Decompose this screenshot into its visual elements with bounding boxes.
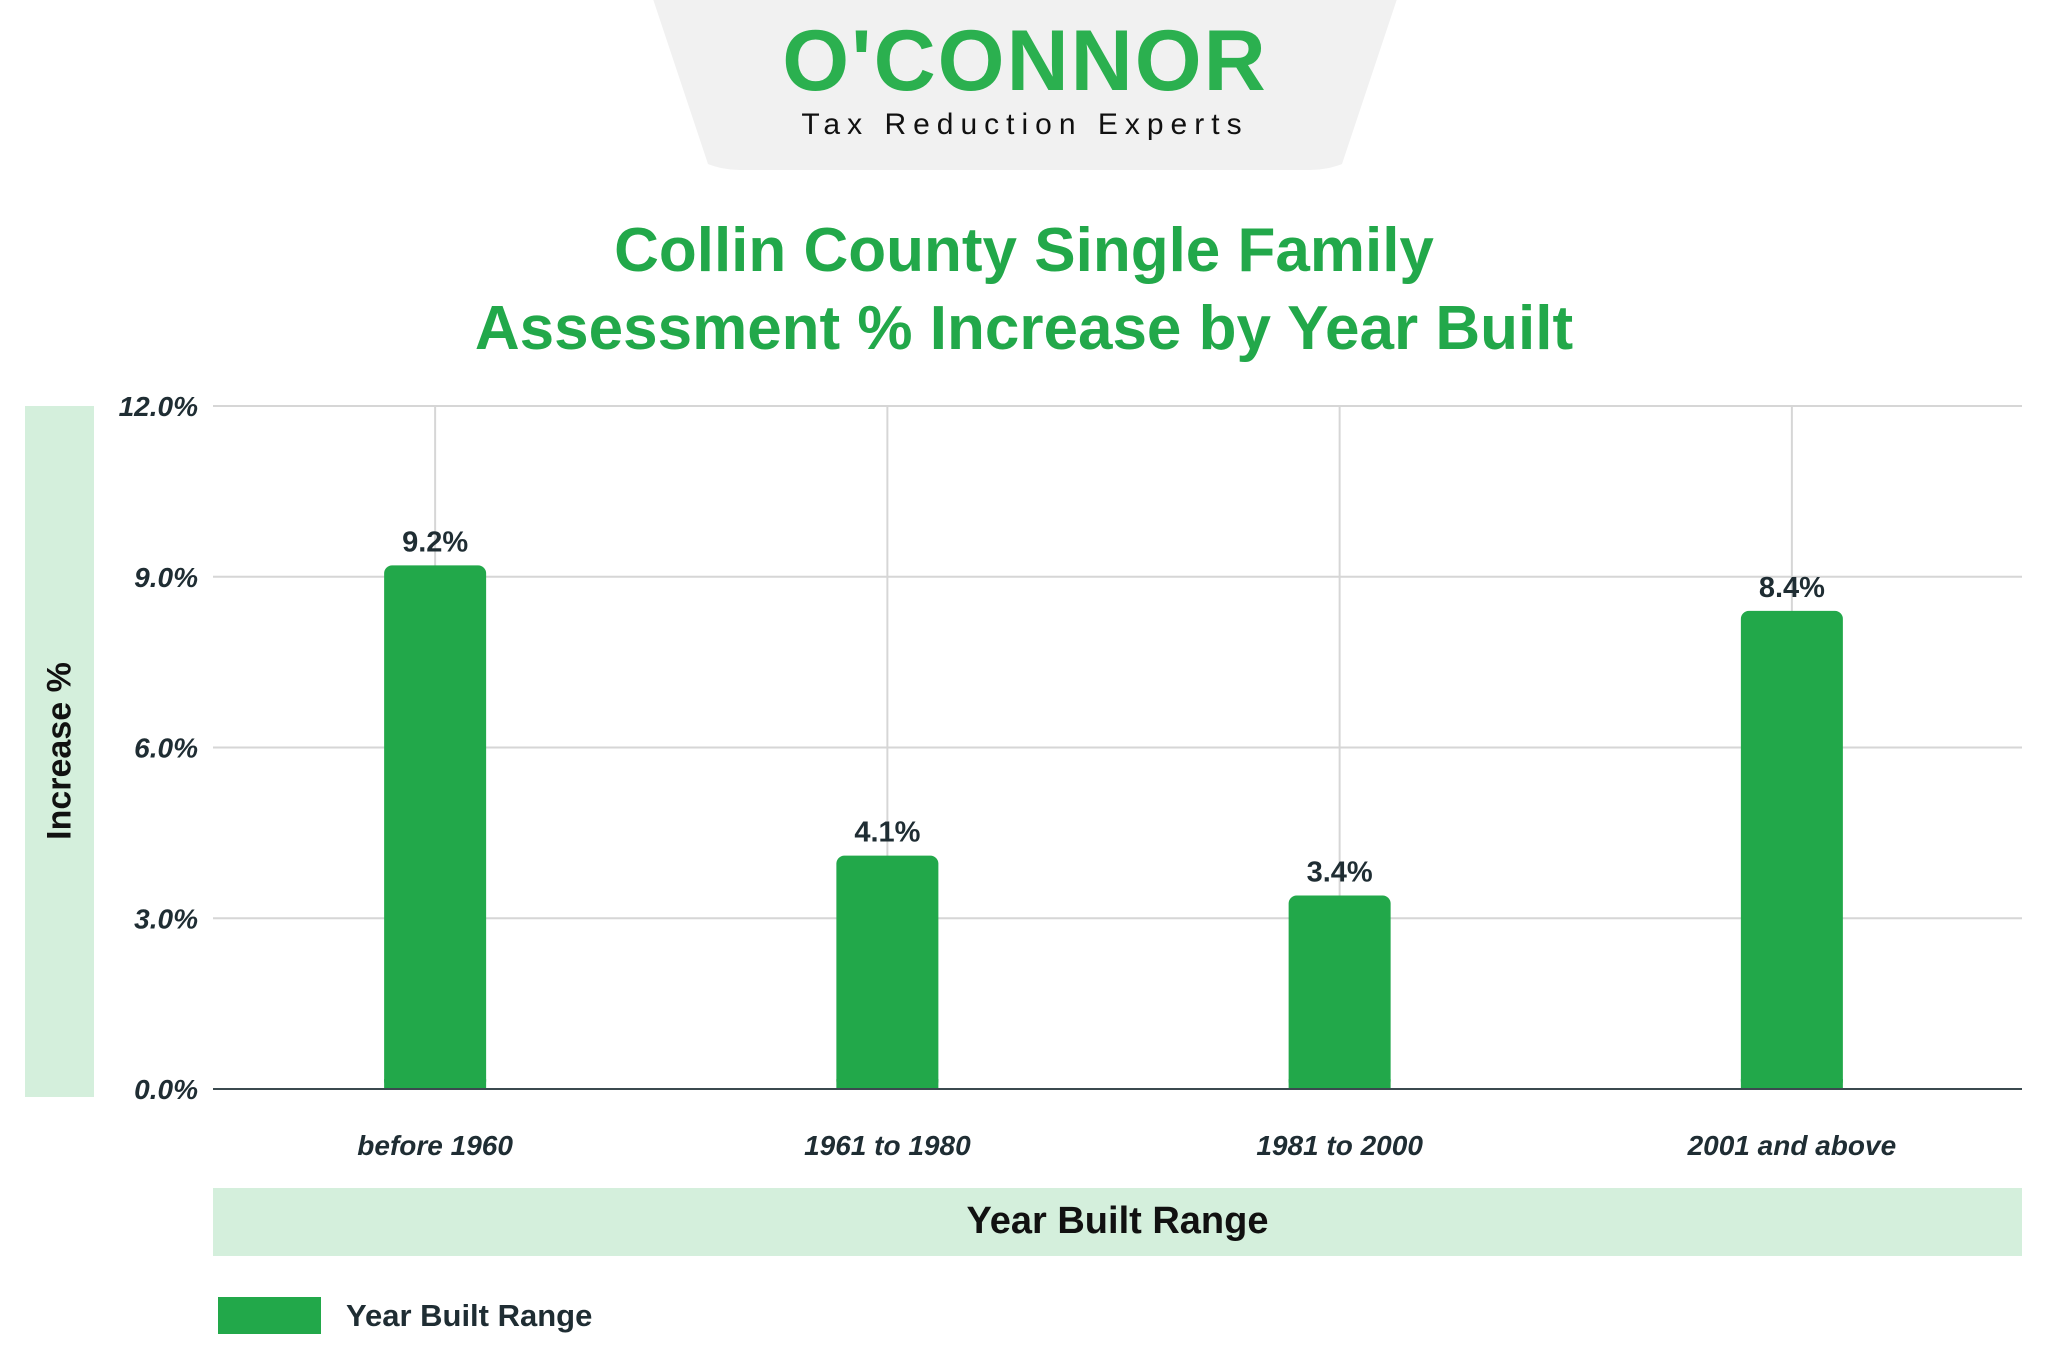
x-axis-label-band	[213, 1188, 2022, 1256]
chart-title: Collin County Single Family Assessment %…	[0, 212, 2048, 368]
bar	[1288, 895, 1391, 1089]
chart-title-line-1: Collin County Single Family	[614, 216, 1434, 285]
data-label: 3.4%	[1307, 856, 1373, 888]
bar	[1740, 610, 1843, 1089]
bar-base	[836, 1079, 939, 1089]
bar-base	[384, 1079, 487, 1089]
x-tick-label: 2001 and above	[1687, 1130, 1897, 1161]
bar-base	[1288, 1079, 1391, 1089]
data-label: 9.2%	[402, 526, 468, 558]
logo-background	[650, 0, 1400, 170]
y-tick-label: 12.0%	[119, 391, 198, 422]
x-tick-label: 1961 to 1980	[804, 1130, 971, 1161]
y-tick-label: 3.0%	[134, 903, 198, 934]
y-axis-label-band	[25, 406, 94, 1097]
logo: O'CONNOR	[782, 13, 1268, 109]
bar	[384, 565, 487, 1089]
x-axis-label: Year Built Range	[966, 1200, 1269, 1242]
bar	[836, 855, 939, 1089]
logo-tagline: Tax Reduction Experts	[801, 108, 1249, 141]
bar-base	[1740, 1079, 1843, 1089]
legend-swatch	[218, 1297, 321, 1334]
x-tick-label: 1981 to 2000	[1256, 1130, 1423, 1161]
y-tick-label: 6.0%	[134, 733, 198, 764]
data-label: 8.4%	[1759, 572, 1825, 604]
y-tick-label: 9.0%	[134, 562, 198, 593]
legend-label: Year Built Range	[346, 1298, 593, 1333]
chart-title-line-2: Assessment % Increase by Year Built	[474, 294, 1574, 363]
y-tick-label: 0.0%	[134, 1074, 198, 1105]
x-tick-label: before 1960	[357, 1130, 513, 1161]
data-label: 4.1%	[854, 817, 920, 849]
